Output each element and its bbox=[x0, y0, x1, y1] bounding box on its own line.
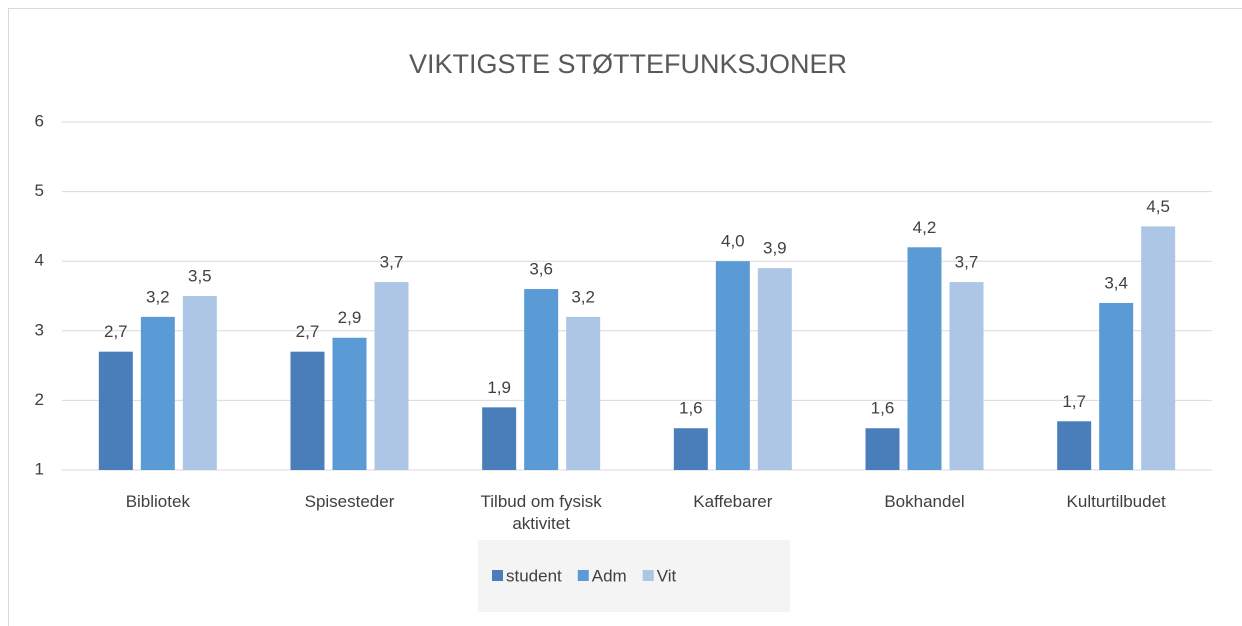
y-tick-label: 4 bbox=[35, 251, 44, 270]
bar bbox=[566, 316, 601, 470]
data-label: 3,2 bbox=[571, 287, 595, 306]
bar bbox=[907, 247, 942, 470]
x-tick-label: Kaffebarer bbox=[693, 492, 773, 511]
legend-label: student bbox=[506, 566, 562, 585]
bar bbox=[182, 296, 217, 470]
legend-swatch bbox=[492, 570, 503, 581]
y-tick-label: 6 bbox=[35, 111, 44, 130]
legend-label: Adm bbox=[592, 566, 627, 585]
bar bbox=[98, 351, 133, 470]
bar bbox=[673, 428, 708, 470]
chart-frame bbox=[8, 8, 1242, 626]
data-label: 3,5 bbox=[188, 266, 212, 285]
bar bbox=[1141, 226, 1176, 470]
x-tick-label: Tilbud om fysisk aktivitet bbox=[480, 492, 602, 533]
x-tick-label: Spisesteder bbox=[304, 492, 395, 511]
bar bbox=[140, 316, 175, 470]
y-tick-label: 3 bbox=[35, 320, 44, 339]
data-label: 2,7 bbox=[296, 322, 320, 341]
data-label: 1,6 bbox=[871, 399, 895, 418]
legend-swatch bbox=[642, 570, 654, 581]
data-label: 4,2 bbox=[913, 218, 937, 237]
bar bbox=[1057, 421, 1092, 470]
data-label: 3,2 bbox=[146, 287, 170, 306]
data-label: 1,7 bbox=[1062, 392, 1086, 411]
data-label: 3,4 bbox=[1104, 273, 1128, 292]
legend-background bbox=[478, 540, 790, 612]
data-label: 3,9 bbox=[763, 239, 787, 258]
y-tick-label: 2 bbox=[35, 390, 44, 409]
data-label: 3,7 bbox=[380, 253, 404, 272]
bar bbox=[715, 261, 750, 470]
x-tick-label: Bibliotek bbox=[125, 492, 190, 511]
bar bbox=[865, 428, 900, 470]
x-tick-label: Bokhandel bbox=[884, 492, 965, 511]
data-label: 2,7 bbox=[104, 322, 128, 341]
data-label: 4,5 bbox=[1146, 197, 1170, 216]
data-label: 1,6 bbox=[679, 399, 703, 418]
data-label: 3,6 bbox=[529, 260, 553, 279]
data-label: 1,9 bbox=[487, 378, 511, 397]
legend-swatch bbox=[577, 570, 589, 581]
bar bbox=[290, 351, 325, 470]
bar bbox=[757, 268, 792, 470]
bar bbox=[482, 407, 517, 470]
bar bbox=[374, 282, 409, 470]
bar bbox=[1099, 302, 1134, 470]
bar bbox=[524, 289, 559, 470]
data-label: 4,0 bbox=[721, 232, 745, 251]
bar bbox=[949, 282, 984, 470]
data-label: 3,7 bbox=[955, 253, 979, 272]
x-tick-label: Kulturtilbudet bbox=[1066, 492, 1166, 511]
y-tick-label: 1 bbox=[35, 459, 44, 478]
bar bbox=[332, 337, 367, 470]
y-tick-label: 5 bbox=[35, 181, 44, 200]
legend-label: Vit bbox=[657, 566, 677, 585]
data-label: 2,9 bbox=[338, 308, 362, 327]
chart-title: VIKTIGSTE STØTTEFUNKSJONER bbox=[409, 49, 847, 79]
